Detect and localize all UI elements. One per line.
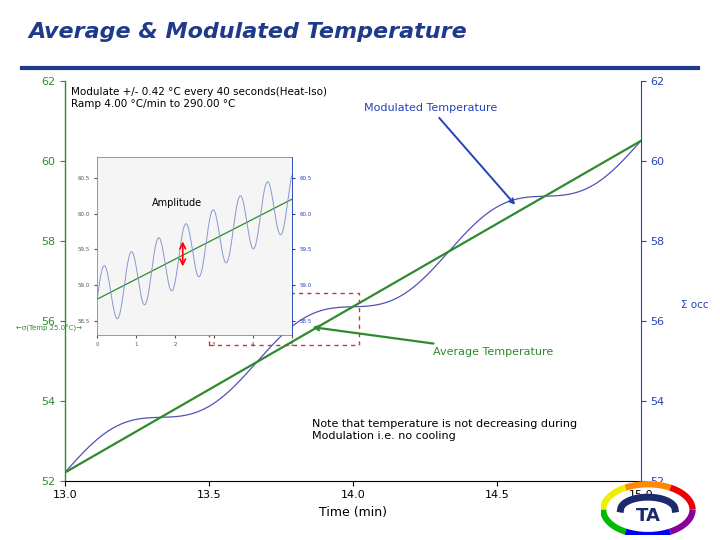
Text: TA: TA [636, 508, 660, 525]
Bar [209, 293, 359, 345]
Text: Modulate +/- 0.42 °C every 40 seconds(Heat-Iso)
Ramp 4.00 °C/min to 290.00 °C: Modulate +/- 0.42 °C every 40 seconds(He… [71, 87, 327, 109]
Text: Amplitude: Amplitude [152, 199, 202, 208]
Text: ←σ(Temp 25.0°C)→: ←σ(Temp 25.0°C)→ [16, 325, 82, 332]
Text: Average & Modulated Temperature: Average & Modulated Temperature [29, 22, 467, 42]
Text: Note that temperature is not decreasing during
Modulation i.e. no cooling: Note that temperature is not decreasing … [312, 419, 577, 441]
X-axis label: Time (min): Time (min) [319, 506, 387, 519]
Text: Average Temperature: Average Temperature [315, 326, 554, 357]
Text: Modulated Temperature: Modulated Temperature [364, 103, 513, 203]
Text: Σ occ: Σ occ [681, 300, 708, 310]
